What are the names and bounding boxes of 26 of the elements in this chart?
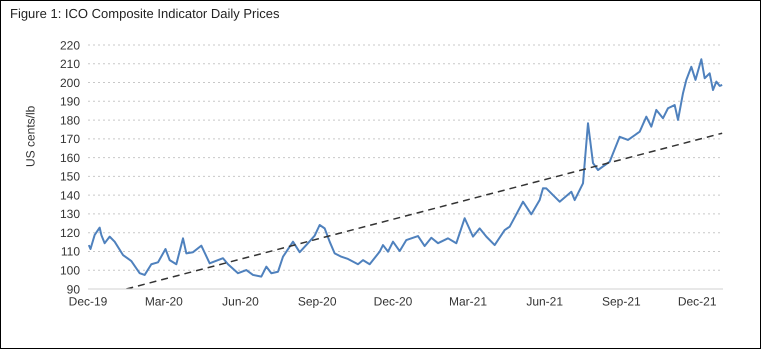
- y-tick-label: 180: [60, 113, 80, 128]
- x-tick-label: Sep-20: [298, 294, 337, 309]
- y-tick-label: 130: [60, 207, 80, 222]
- x-tick-label: Dec-19: [68, 294, 108, 309]
- y-tick-label: 160: [60, 150, 80, 165]
- y-tick-label: 120: [60, 226, 80, 240]
- y-axis-title: US cents/lb: [23, 105, 38, 167]
- y-tick-label: 170: [60, 132, 80, 146]
- y-tick-label: 220: [60, 38, 80, 52]
- y-tick-label: 150: [60, 170, 80, 184]
- chart-title: Figure 1: ICO Composite Indicator Daily Prices: [10, 6, 280, 21]
- y-tick-label: 90: [66, 282, 80, 296]
- y-tick-label: 190: [60, 94, 80, 109]
- x-tick-label: Sep-21: [602, 294, 642, 309]
- y-tick-label: 100: [60, 263, 80, 278]
- x-tick-label: Dec-20: [374, 294, 413, 309]
- y-tick-label: 200: [60, 76, 80, 90]
- y-tick-label: 210: [60, 57, 80, 72]
- line-series: [88, 58, 723, 278]
- x-tick-label: Dec-21: [678, 294, 717, 309]
- y-tick-label: 140: [60, 188, 80, 202]
- x-tick-label: Mar-21: [448, 294, 488, 309]
- x-tick-label: Mar-20: [144, 294, 184, 309]
- y-tick-label: 110: [60, 244, 80, 259]
- x-tick-label: Jun-21: [526, 294, 564, 309]
- x-tick-label: Jun-20: [222, 294, 260, 309]
